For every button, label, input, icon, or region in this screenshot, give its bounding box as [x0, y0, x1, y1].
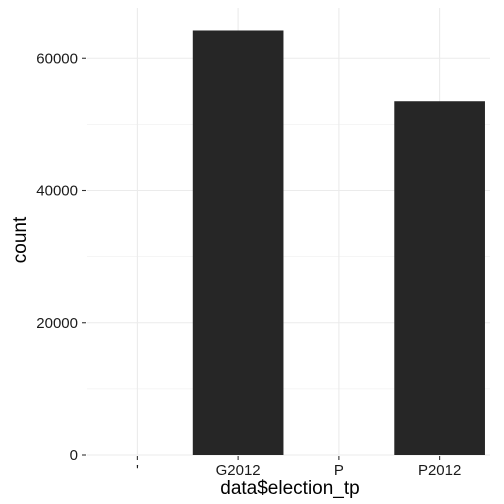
y-tick-label: 60000: [36, 50, 78, 67]
y-tick-label: 0: [70, 447, 78, 464]
x-tick-label: ': [136, 462, 139, 479]
bars: [192, 30, 485, 456]
x-tick-label: P: [334, 462, 344, 479]
y-axis-title: count: [10, 216, 31, 263]
bar-G2012: [192, 30, 284, 456]
x-axis-title: data$election_tp: [220, 478, 359, 499]
x-tick-label: P2012: [418, 462, 461, 479]
y-tick-label: 20000: [36, 315, 78, 332]
bar-P2012: [394, 101, 485, 456]
x-axis-ticks: ' G2012 P P2012: [136, 456, 461, 479]
x-tick-label: G2012: [216, 462, 261, 479]
y-axis-ticks: 0 20000 40000 60000: [36, 50, 86, 464]
y-tick-label: 40000: [36, 183, 78, 200]
